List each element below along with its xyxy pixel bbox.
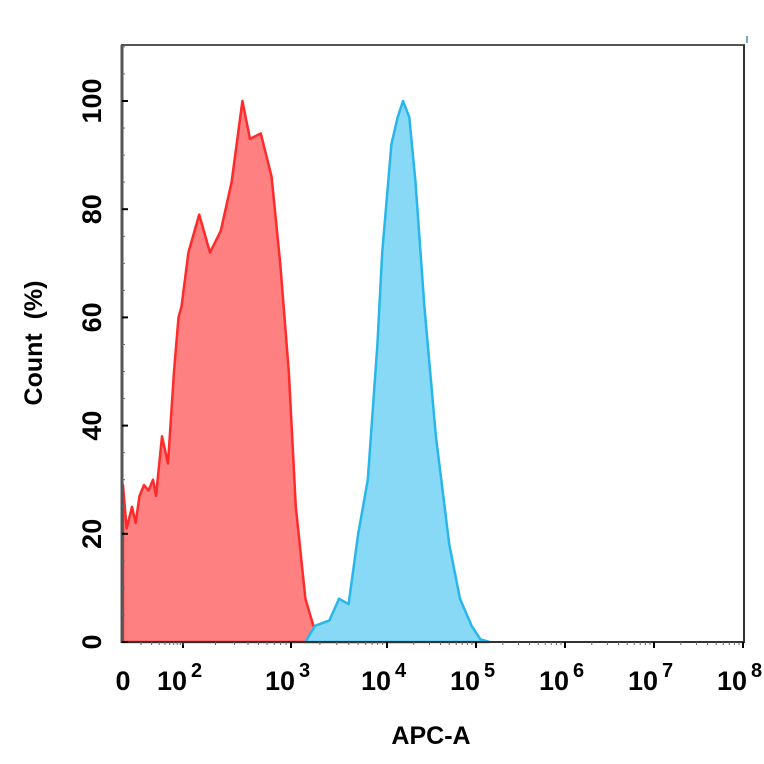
x-tick-label: 10 3 (265, 660, 310, 696)
plot-area (120, 36, 748, 648)
x-axis-ticks (140, 642, 744, 648)
y-tick-label: 20 (77, 519, 107, 549)
x-axis-tick-labels: 0 10 2 10 3 10 4 10 5 10 6 10 7 10 8 (115, 660, 762, 696)
x-tick-label: 10 7 (628, 660, 673, 696)
x-tick-label: 10 4 (361, 660, 407, 696)
y-tick-label: 0 (77, 634, 107, 649)
y-tick-label: 100 (77, 78, 107, 123)
y-tick-label: 40 (77, 411, 107, 441)
y-tick-label: 60 (77, 302, 107, 332)
sample-histogram (304, 99, 491, 644)
y-axis-ticks (122, 46, 128, 643)
x-tick-label: 10 6 (539, 660, 584, 696)
x-tick-label: 10 8 (717, 660, 762, 696)
x-tick-label: 10 2 (157, 660, 202, 696)
x-tick-label: 10 5 (450, 660, 495, 696)
y-axis-title: Count (%) (20, 281, 48, 406)
x-axis-title: APC-A (391, 722, 470, 750)
y-tick-label: 80 (77, 194, 107, 224)
x-tick-label: 0 (115, 666, 130, 696)
y-axis-tick-labels: 0 20 40 60 80 100 (77, 78, 107, 649)
